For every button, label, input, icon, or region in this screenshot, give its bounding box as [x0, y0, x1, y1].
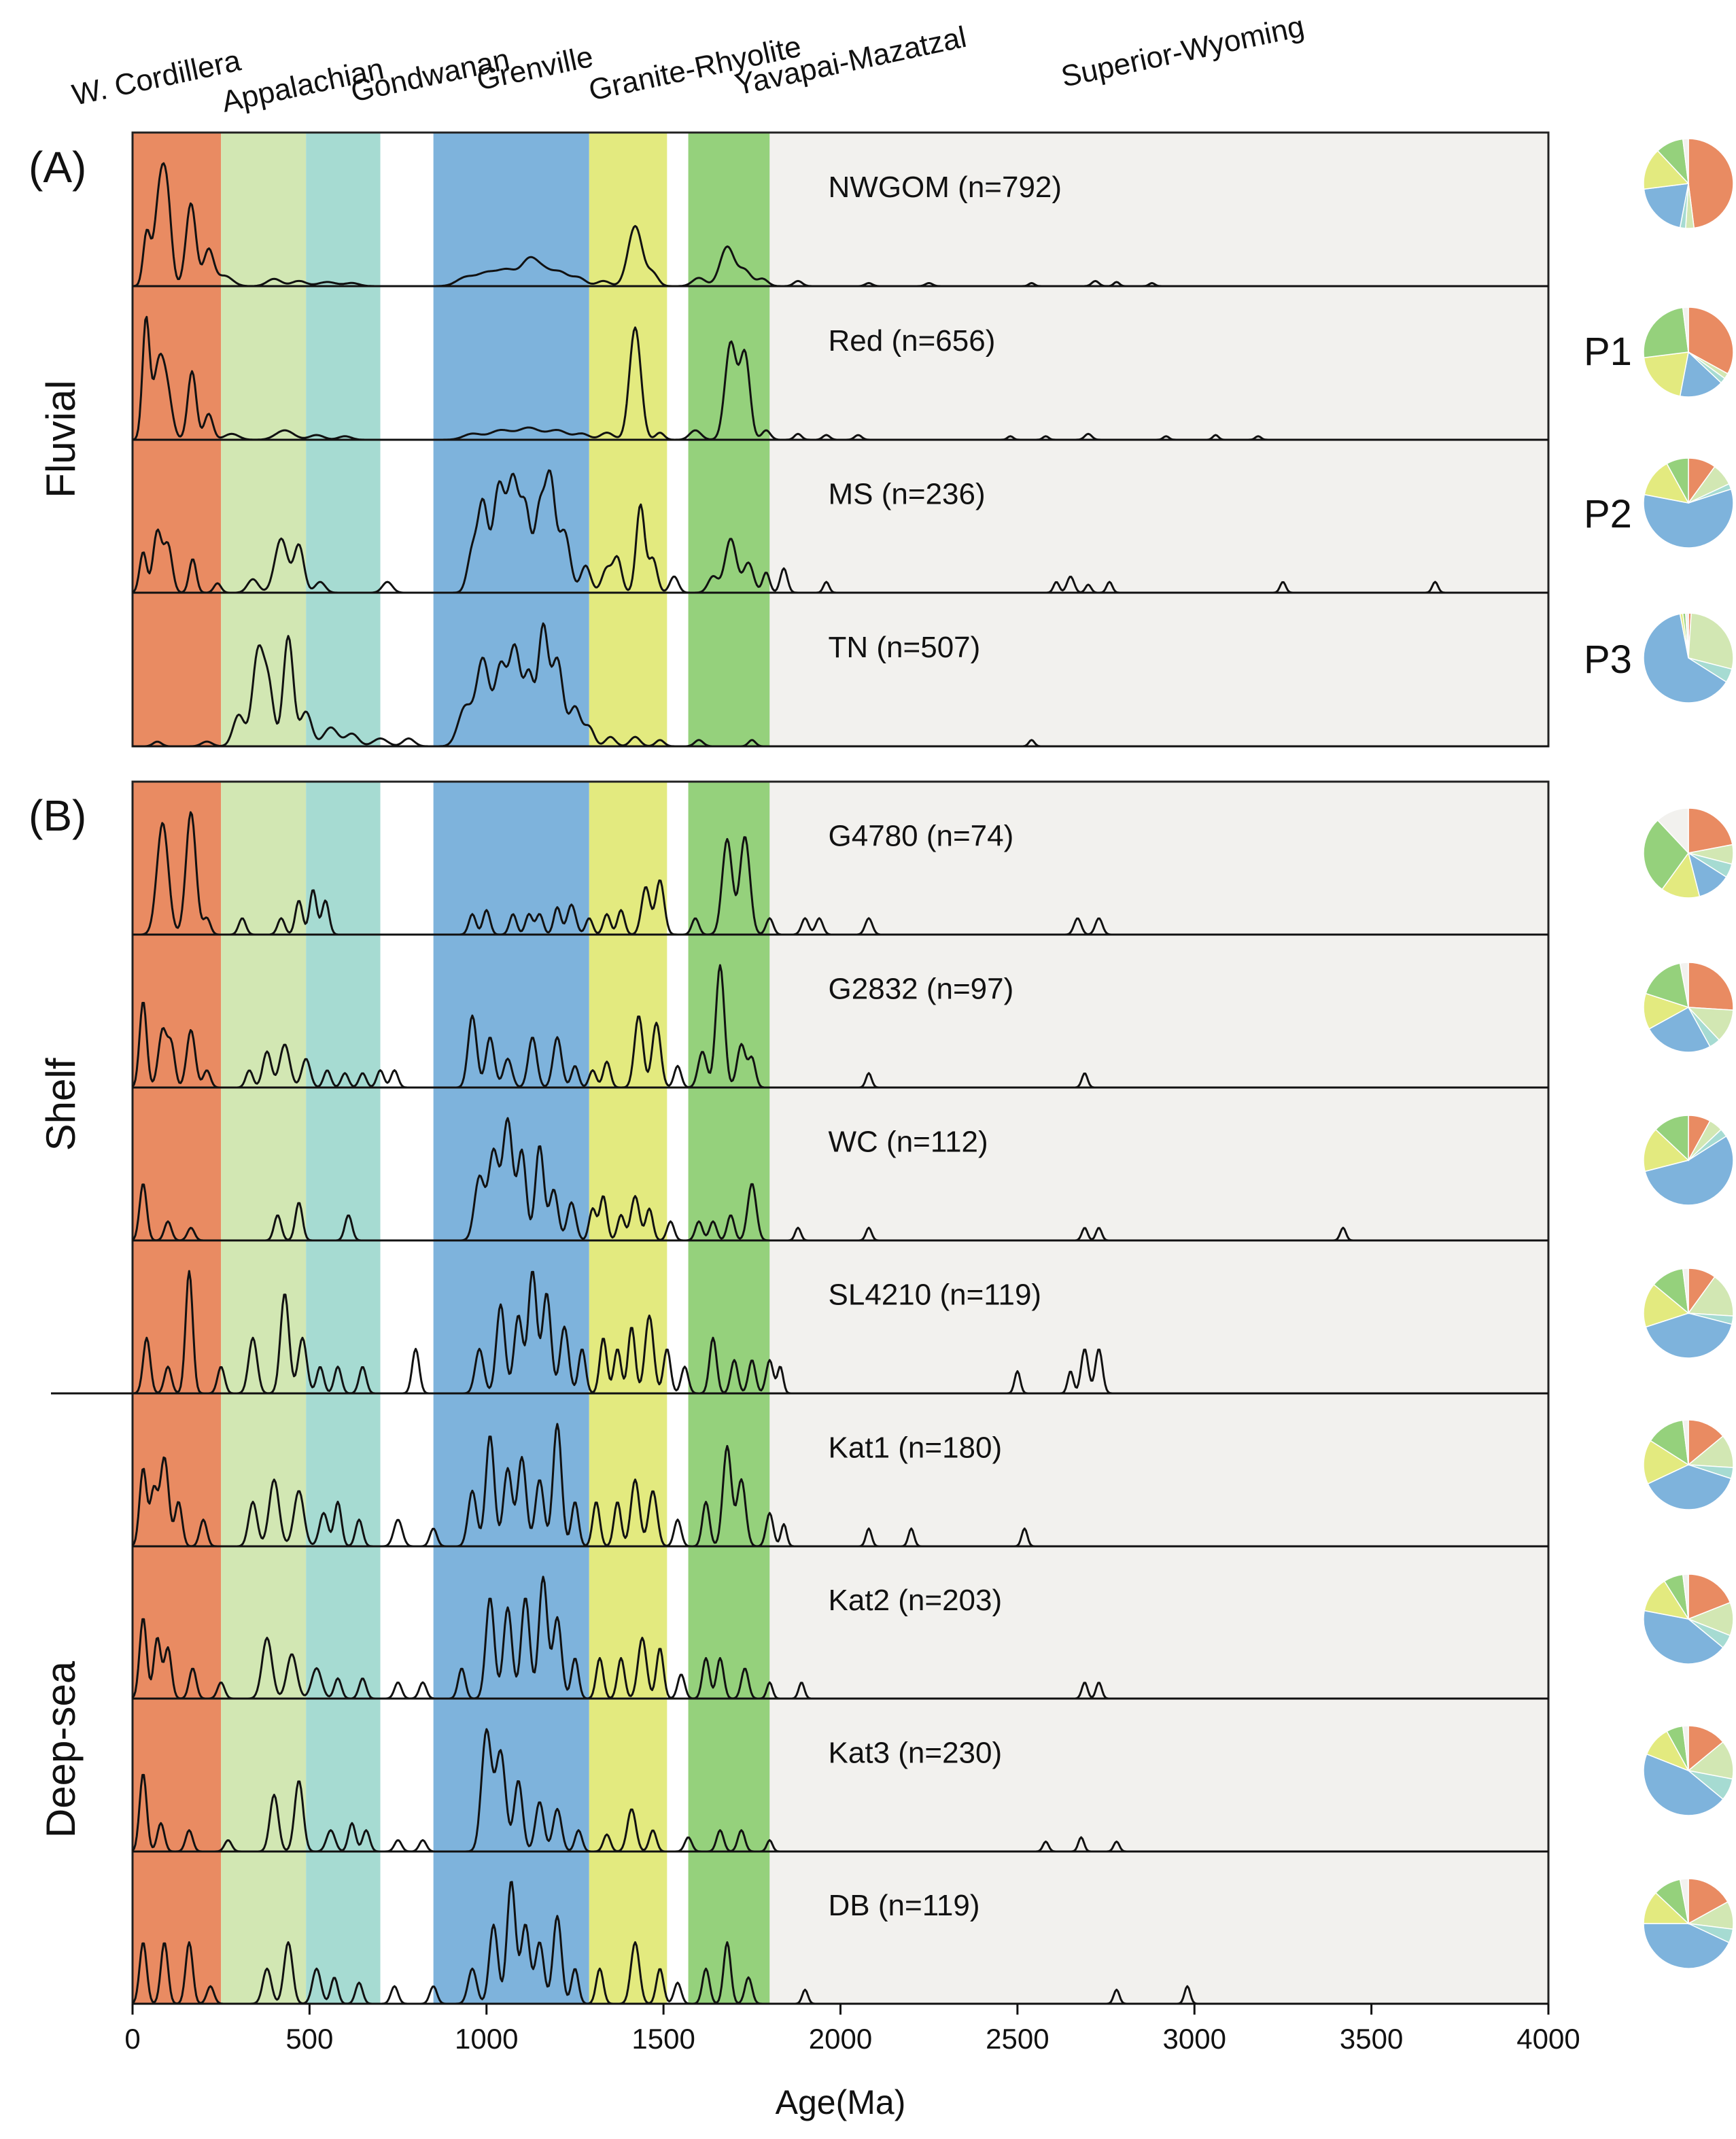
sample-label: DB (n=119)	[829, 1889, 980, 1922]
pie-slice-kat1-0	[1688, 1419, 1724, 1466]
province-label: Yavapai-Mazatzal	[732, 20, 969, 102]
pie-slice-nwgom-4	[1643, 150, 1690, 190]
pie-slice-red-4	[1643, 351, 1689, 397]
pie-slice-kat2-0	[1688, 1573, 1731, 1620]
pie-slice-tn-3	[1643, 613, 1727, 703]
pie-slice-ms-5	[1666, 457, 1689, 504]
pie-slice-kat2-3	[1643, 1610, 1724, 1665]
pie-slice-db-6	[1679, 1878, 1689, 1924]
province-label: Superior-Wyoming	[1058, 10, 1307, 94]
pie-slice-kat1-3	[1647, 1464, 1732, 1510]
sample-label: Kat3 (n=230)	[829, 1737, 1003, 1770]
pie-slice-wc-4	[1643, 1128, 1690, 1172]
pie-slice-sl4210-4	[1643, 1283, 1690, 1328]
x-tick-label: 1500	[631, 2023, 695, 2055]
sample-label: SL4210 (n=119)	[829, 1279, 1042, 1312]
x-tick-label: 3500	[1340, 2023, 1403, 2055]
pie-slice-g2832-3	[1648, 1006, 1711, 1053]
pie-slice-g4780-6	[1656, 807, 1689, 854]
pie-slice-g2832-6	[1679, 962, 1689, 1008]
pie-slice-nwgom-6	[1682, 138, 1689, 184]
x-tick-label: 4000	[1516, 2023, 1580, 2055]
pie-slice-kat3-3	[1643, 1753, 1724, 1816]
x-tick-label: 3000	[1163, 2023, 1226, 2055]
panel-letter-a: (A)	[29, 143, 86, 192]
pie-slice-ms-3	[1643, 488, 1734, 549]
group-label-fluvial: Fluvial	[38, 380, 84, 498]
pie-slice-red-5	[1643, 307, 1689, 359]
pie-slice-g4780-5	[1643, 819, 1689, 890]
pie-slice-sl4210-3	[1645, 1312, 1733, 1359]
x-tick-label: 500	[285, 2023, 333, 2055]
pie-slice-kat3-0	[1688, 1725, 1724, 1772]
pie-label-p3: P3	[1584, 638, 1632, 682]
pie-slice-g2832-5	[1645, 962, 1689, 1009]
pie-slice-red-6	[1682, 307, 1689, 353]
group-label-deep-sea: Deep-sea	[38, 1660, 84, 1838]
group-label-shelf: Shelf	[38, 1058, 84, 1151]
pie-slice-kat1-6	[1682, 1419, 1689, 1465]
x-tick-label: 0	[124, 2023, 140, 2055]
pie-slice-ms-4	[1644, 463, 1690, 504]
x-axis-title: Age(Ma)	[776, 2083, 906, 2121]
pie-slice-wc-3	[1644, 1135, 1734, 1206]
sample-label: TN (n=507)	[829, 631, 981, 664]
pie-slice-db-0	[1688, 1878, 1729, 1925]
pie-slice-sl4210-1	[1687, 1276, 1734, 1317]
pie-slice-tn-6	[1685, 612, 1689, 659]
x-tick-label: 2000	[809, 2023, 872, 2055]
pie-slice-tn-1	[1688, 612, 1734, 670]
pie-slice-kat3-6	[1682, 1725, 1689, 1771]
x-tick-label: 2500	[986, 2023, 1049, 2055]
pie-slice-sl4210-6	[1682, 1268, 1689, 1314]
pie-slice-g4780-0	[1688, 807, 1733, 854]
pie-slice-kat3-1	[1687, 1741, 1734, 1780]
sample-label: MS (n=236)	[829, 478, 986, 511]
pie-slice-red-0	[1688, 307, 1734, 375]
pie-slice-red-3	[1679, 351, 1722, 398]
sample-label: Kat1 (n=180)	[829, 1431, 1003, 1465]
pie-slice-kat1-5	[1650, 1419, 1689, 1466]
panel-letter-b: (B)	[29, 791, 86, 840]
sample-label: WC (n=112)	[829, 1126, 988, 1159]
pie-slice-nwgom-0	[1688, 138, 1734, 229]
sample-label: G4780 (n=74)	[829, 820, 1014, 853]
pie-slice-kat2-6	[1682, 1573, 1689, 1620]
sample-label: Kat2 (n=203)	[829, 1584, 1003, 1617]
pie-slice-nwgom-3	[1643, 183, 1689, 228]
pie-label-p1: P1	[1584, 330, 1632, 374]
pie-slice-db-3	[1643, 1923, 1730, 1969]
sample-label: NWGOM (n=792)	[829, 171, 1062, 204]
x-tick-label: 1000	[455, 2023, 518, 2055]
pie-slice-g4780-4	[1661, 852, 1701, 899]
pie-slice-kat1-4	[1643, 1440, 1690, 1485]
sample-label: Red (n=656)	[829, 324, 996, 358]
province-label: W. Cordillera	[69, 44, 244, 111]
pie-slice-g2832-0	[1688, 962, 1734, 1011]
sample-label: G2832 (n=97)	[829, 973, 1014, 1006]
pie-label-p2: P2	[1584, 492, 1632, 536]
pie-slice-wc-5	[1654, 1115, 1689, 1162]
